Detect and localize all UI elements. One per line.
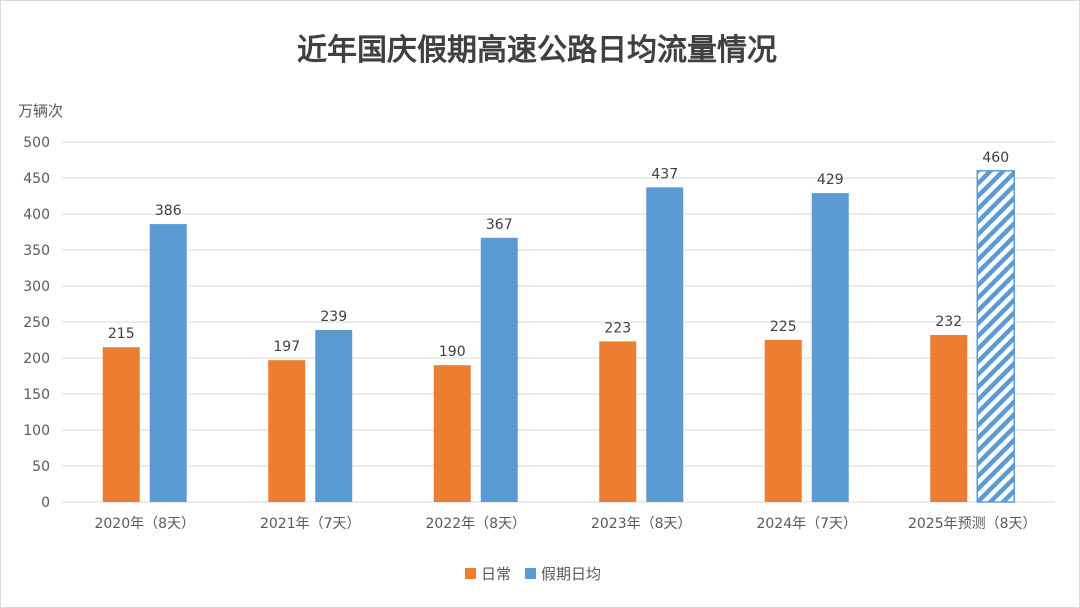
bar-daily (102, 347, 140, 502)
x-tick-label: 2025年预测（8天） (908, 516, 1037, 532)
bar-holiday (149, 224, 187, 502)
legend-swatch (525, 568, 537, 579)
data-label: 223 (604, 320, 631, 336)
bar-holiday (811, 193, 849, 502)
y-tick-label: 0 (41, 495, 50, 511)
legend-swatch (465, 568, 476, 579)
y-tick-label: 250 (23, 315, 50, 331)
bar-holiday (480, 237, 518, 502)
y-tick-label: 500 (23, 135, 50, 151)
y-tick-label: 150 (23, 387, 50, 403)
bar-holiday (646, 187, 684, 503)
bar-holiday (315, 329, 353, 502)
y-tick-label: 400 (23, 207, 50, 223)
legend-label: 日常 (481, 565, 511, 583)
legend-label: 假期日均 (541, 565, 601, 583)
data-label: 190 (439, 344, 466, 360)
bar-daily (599, 341, 637, 502)
x-tick-label: 2023年（8天） (591, 516, 692, 532)
y-tick-label: 300 (23, 279, 50, 295)
data-label: 197 (273, 339, 300, 355)
y-tick-label: 100 (23, 423, 50, 439)
data-label: 232 (935, 314, 962, 330)
data-label: 437 (651, 166, 678, 182)
bar-holiday (976, 170, 1015, 503)
x-tick-label: 2024年（7天） (756, 516, 857, 532)
data-label: 225 (770, 319, 797, 335)
data-label: 367 (486, 217, 513, 233)
y-tick-label: 50 (32, 459, 50, 475)
bar-daily (433, 365, 471, 502)
y-tick-label: 200 (23, 351, 50, 367)
chart-title: 近年国庆假期高速公路日均流量情况 (297, 33, 777, 68)
x-tick-label: 2021年（7天） (260, 516, 361, 532)
x-tick-label: 2022年（8天） (425, 516, 526, 532)
bar-daily (764, 340, 802, 502)
y-tick-label: 450 (23, 171, 50, 187)
data-label: 239 (320, 309, 347, 325)
x-tick-label: 2020年（8天） (94, 516, 195, 532)
bar-daily (268, 360, 306, 502)
y-tick-label: 350 (23, 243, 50, 259)
data-label: 429 (817, 172, 844, 188)
data-label: 386 (155, 203, 182, 219)
bar-daily (930, 334, 968, 502)
data-label: 460 (982, 150, 1009, 166)
y-axis-label: 万辆次 (18, 102, 63, 120)
data-label: 215 (108, 326, 135, 342)
